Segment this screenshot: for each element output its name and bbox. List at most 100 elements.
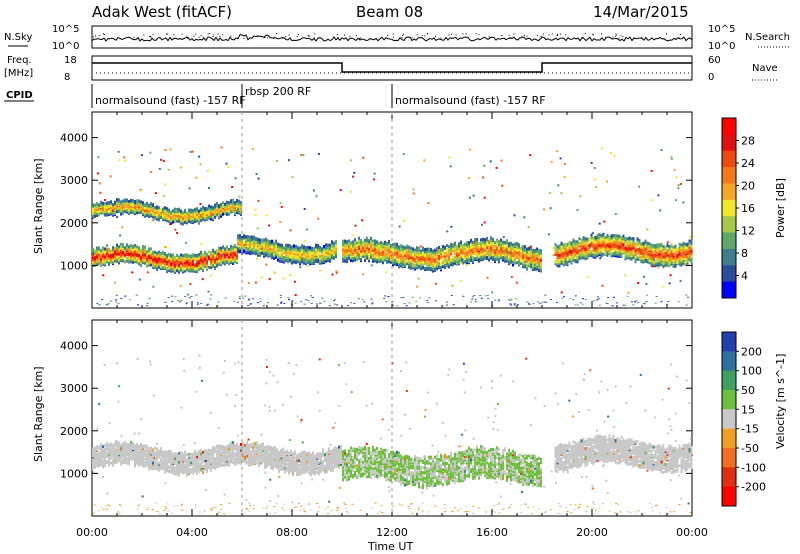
data-cell — [640, 250, 643, 254]
data-cell — [522, 245, 524, 249]
data-cell — [466, 248, 468, 252]
data-cell — [396, 246, 398, 250]
data-cell — [342, 250, 344, 254]
data-cell — [414, 248, 416, 252]
data-cell — [110, 200, 112, 204]
data-cell — [512, 243, 514, 247]
data-cell — [255, 246, 257, 250]
data-cell — [186, 211, 188, 215]
data-cell — [438, 250, 440, 254]
data-cell — [638, 255, 641, 259]
data-cell — [506, 252, 508, 256]
data-cell — [136, 253, 138, 256]
data-cell — [204, 211, 206, 215]
data-cell — [104, 260, 106, 264]
nsky-dot — [99, 35, 101, 37]
data-cell — [210, 261, 212, 265]
data-cell — [259, 241, 261, 245]
data-cell — [456, 248, 458, 252]
data-cell — [200, 263, 202, 267]
data-cell — [212, 248, 214, 252]
data-cell — [442, 265, 444, 269]
data-cell — [432, 263, 434, 267]
data-cell — [536, 249, 538, 253]
data-cell — [190, 261, 192, 265]
data-cell — [516, 249, 518, 253]
data-cell — [592, 239, 595, 242]
data-cell — [247, 235, 249, 239]
data-cell — [192, 267, 194, 271]
data-cell — [281, 256, 283, 260]
data-cell — [408, 260, 410, 264]
data-cell — [162, 266, 164, 270]
nave-tick-top: 60 — [708, 55, 721, 66]
data-cell — [234, 244, 236, 248]
data-cell — [360, 258, 362, 261]
data-cell — [584, 246, 587, 250]
data-cell — [676, 253, 679, 257]
data-cell — [390, 244, 392, 248]
data-cell — [456, 253, 458, 256]
data-cell — [321, 247, 323, 251]
data-cell — [174, 215, 176, 219]
data-cell — [632, 256, 635, 260]
data-cell — [356, 254, 358, 258]
data-cell — [216, 202, 218, 206]
nsky-dot — [143, 34, 145, 36]
data-cell — [144, 249, 146, 253]
data-cell — [170, 268, 172, 272]
data-cell — [295, 259, 297, 263]
data-cell — [206, 207, 208, 211]
data-cell — [610, 247, 613, 251]
data-cell — [660, 259, 663, 263]
data-cell — [317, 253, 319, 257]
data-cell — [570, 255, 573, 259]
data-cell — [148, 247, 150, 251]
nsky-dot — [556, 35, 558, 37]
data-cell — [366, 236, 368, 240]
data-cell — [430, 255, 432, 259]
nsky-dot — [212, 34, 214, 36]
data-cell — [390, 250, 392, 254]
data-cell — [462, 243, 464, 247]
data-cell — [323, 254, 325, 258]
data-cell — [520, 254, 522, 258]
data-cell — [116, 257, 118, 261]
data-cell — [122, 199, 124, 203]
data-cell — [436, 247, 438, 251]
data-cell — [434, 267, 436, 271]
data-cell — [283, 259, 285, 263]
data-cell — [596, 244, 599, 248]
data-cell — [386, 241, 388, 245]
data-cell — [672, 256, 675, 260]
cpid-label: CPID — [6, 90, 33, 101]
data-cell — [210, 213, 212, 217]
data-cell — [604, 248, 607, 252]
data-cell — [644, 250, 647, 254]
data-cell — [488, 240, 490, 244]
data-cell — [196, 254, 198, 257]
data-cell — [496, 250, 498, 254]
nsky-dot — [523, 35, 525, 36]
data-cell — [672, 263, 675, 267]
data-cell — [210, 255, 212, 259]
data-cell — [126, 243, 128, 247]
data-cell — [202, 205, 204, 209]
data-cell — [448, 254, 450, 258]
data-cell — [98, 255, 100, 259]
data-cell — [237, 240, 239, 244]
data-cell — [226, 245, 228, 249]
data-cell — [412, 253, 414, 257]
data-cell — [524, 245, 526, 249]
nsky-dot — [337, 37, 339, 38]
data-cell — [245, 250, 247, 254]
data-cell — [283, 246, 285, 250]
data-cell — [586, 254, 589, 257]
data-cell — [676, 247, 679, 251]
data-cell — [323, 245, 325, 248]
data-cell — [580, 255, 583, 259]
data-cell — [428, 257, 430, 261]
data-cell — [106, 257, 108, 261]
data-cell — [678, 252, 681, 256]
data-cell — [164, 265, 166, 269]
